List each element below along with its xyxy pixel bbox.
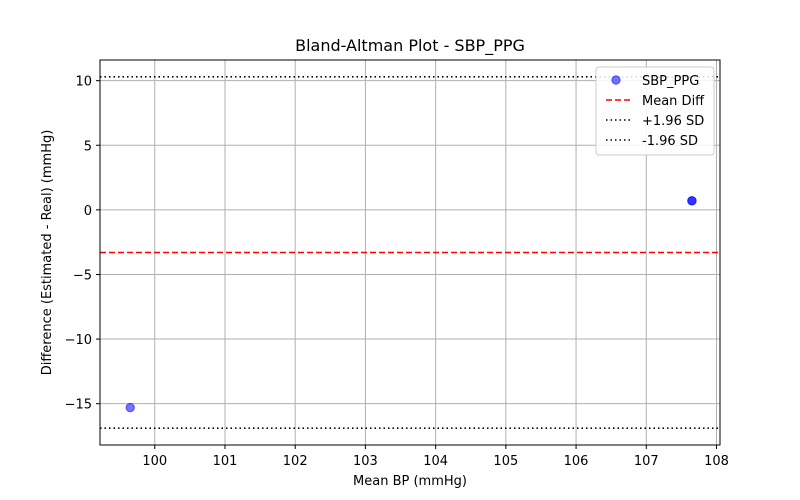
x-tick-label: 102 [283,454,308,469]
y-tick-label: −5 [73,268,92,283]
x-tick-label: 103 [353,454,378,469]
chart-title: Bland-Altman Plot - SBP_PPG [295,36,525,56]
y-tick-label: −15 [65,398,92,413]
x-tick-label: 108 [704,454,729,469]
x-tick-label: 106 [564,454,589,469]
x-tick-label: 104 [423,454,448,469]
plot-area-frame [99,59,721,446]
legend-label: SBP_PPG [642,74,699,89]
data-point [687,196,697,206]
legend-marker [611,75,621,85]
y-tick-label: −10 [65,333,92,348]
data-point [125,402,135,413]
x-tick-label: 100 [142,454,167,469]
legend-label: +1.96 SD [642,114,704,129]
reference-lines [100,75,720,430]
y-tick-label: 5 [84,139,92,154]
legend-label: -1.96 SD [642,134,698,149]
y-tick-label: 0 [84,204,92,219]
x-tick-label: 101 [213,454,238,469]
x-axis-ticks: 100 101 102 103 104 105 106 107 108 [142,445,729,469]
legend-label: Mean Diff [642,94,705,109]
legend-box [595,66,715,156]
x-tick-label: 107 [634,454,659,469]
legend: SBP_PPG Mean Diff +1.96 SD -1.96 SD [595,66,715,156]
y-tick-label: 10 [75,75,92,90]
x-axis-label: Mean BP (mmHg) [353,474,467,489]
y-axis-ticks: −15 −10 −5 0 5 10 [65,75,100,413]
y-axis-label: Difference (Estimated - Real) (mmHg) [40,130,55,376]
x-tick-label: 105 [493,454,518,469]
data-points [125,196,697,413]
